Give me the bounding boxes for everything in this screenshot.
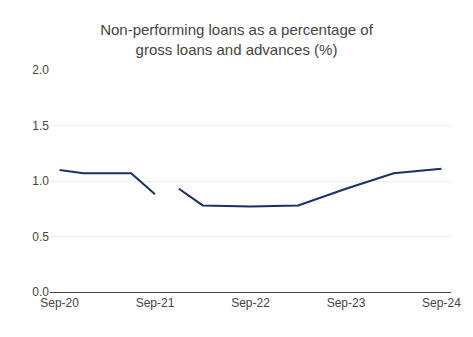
- svg-text:Non-performing loans as a perc: Non-performing loans as a percentage ofg…: [100, 21, 373, 58]
- svg-text:Sep-21: Sep-21: [136, 296, 175, 310]
- svg-text:Sep-24: Sep-24: [422, 296, 461, 310]
- svg-text:0.5: 0.5: [32, 230, 49, 244]
- svg-text:1.5: 1.5: [32, 119, 49, 133]
- svg-text:Sep-22: Sep-22: [231, 296, 270, 310]
- svg-text:Sep-20: Sep-20: [40, 296, 79, 310]
- svg-text:2.0: 2.0: [32, 63, 49, 77]
- svg-text:0.0: 0.0: [32, 285, 49, 299]
- svg-text:1.0: 1.0: [32, 174, 49, 188]
- svg-text:Sep-23: Sep-23: [327, 296, 366, 310]
